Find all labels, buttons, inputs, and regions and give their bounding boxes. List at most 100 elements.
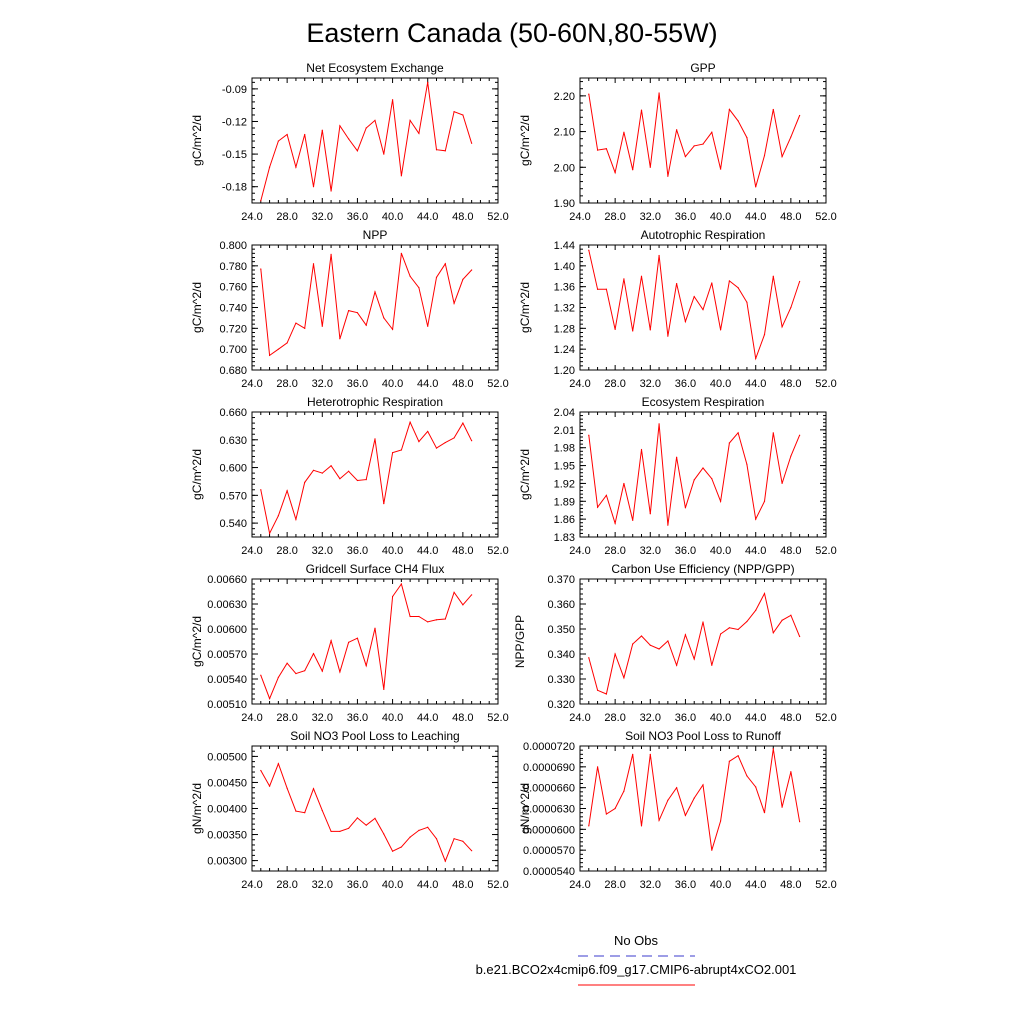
chart-panel-2: NPP 24.0 28.0 32.0 36.0 40.0 44.0 48.0 52.0 0.680… [190, 228, 509, 390]
y-tick-label: 0.00660 [207, 574, 247, 586]
data-point [719, 168, 722, 170]
x-tick-label: 24.0 [241, 879, 262, 891]
data-point [588, 657, 590, 659]
data-point [471, 269, 473, 271]
data-point [763, 333, 766, 336]
data-point [409, 836, 411, 838]
x-tick-label: 48.0 [780, 879, 801, 891]
data-point [640, 109, 643, 111]
y-tick-label: 1.92 [554, 478, 575, 490]
data-point [374, 627, 376, 629]
y-tick-label: 0.800 [219, 240, 247, 252]
data-point [374, 291, 376, 293]
x-tick-label: 36.0 [675, 545, 696, 557]
data-point [286, 662, 288, 664]
y-tick-label: 1.89 [554, 496, 575, 508]
data-point [684, 507, 687, 509]
y-tick-label: 1.40 [554, 261, 575, 273]
series-line [588, 748, 801, 851]
data-point [693, 295, 695, 298]
y-tick-label: 0.780 [219, 261, 247, 273]
data-point [728, 442, 730, 444]
data-point [462, 604, 464, 606]
data-point [588, 825, 590, 827]
data-point [374, 817, 376, 819]
data-point [711, 282, 713, 284]
data-point [676, 456, 678, 458]
data-point [427, 430, 429, 433]
data-point [418, 287, 420, 289]
data-point [339, 478, 341, 480]
data-point [391, 99, 394, 101]
data-point [400, 449, 402, 451]
data-point [711, 478, 713, 480]
data-point [605, 148, 607, 150]
data-point [277, 515, 279, 517]
y-tick-label: 1.98 [554, 443, 575, 455]
data-point [348, 827, 350, 829]
data-point [772, 432, 774, 434]
data-point [640, 275, 643, 277]
x-tick-label: 48.0 [452, 879, 473, 891]
plot-frame [251, 411, 499, 538]
data-point [799, 114, 801, 117]
data-point [632, 169, 634, 171]
x-tick-label: 44.0 [745, 211, 766, 223]
data-point [391, 328, 394, 330]
data-point [693, 479, 695, 481]
data-point [409, 275, 411, 277]
x-tick-label: 44.0 [417, 545, 438, 557]
data-point [667, 799, 669, 801]
x-tick-label: 32.0 [312, 545, 333, 557]
data-point [763, 592, 766, 595]
data-point [383, 153, 385, 155]
y-tick-label: 0.680 [219, 365, 247, 377]
data-point [391, 850, 394, 852]
data-point [790, 455, 792, 457]
data-point [312, 263, 315, 265]
data-point [356, 312, 359, 314]
x-tick-label: 52.0 [815, 378, 836, 390]
data-point [676, 787, 678, 789]
y-tick-label: 0.570 [219, 490, 247, 502]
data-point [667, 640, 669, 642]
x-tick-label: 40.0 [382, 378, 403, 390]
data-point [684, 634, 687, 636]
y-tick-label: -0.15 [222, 149, 247, 161]
data-point [799, 635, 801, 638]
plot-frame [251, 244, 499, 371]
data-point [640, 635, 643, 637]
data-point [658, 254, 660, 257]
data-point [772, 108, 774, 111]
data-point [348, 641, 350, 643]
y-tick-label: 1.86 [554, 514, 575, 526]
data-point [702, 784, 704, 786]
data-point [719, 329, 722, 331]
y-tick-label: 1.20 [554, 365, 575, 377]
x-tick-label: 36.0 [347, 378, 368, 390]
data-point [383, 833, 385, 835]
y-tick-label: 2.04 [554, 407, 575, 419]
y-tick-label: 0.760 [219, 282, 247, 294]
x-tick-label: 40.0 [382, 211, 403, 223]
data-point [737, 755, 739, 757]
x-tick-label: 32.0 [312, 712, 333, 724]
data-point [427, 621, 429, 623]
y-tick-label: 0.660 [219, 407, 247, 419]
data-point [799, 280, 801, 283]
series-line [260, 82, 473, 201]
x-tick-label: 52.0 [487, 545, 508, 557]
data-point [268, 785, 271, 787]
x-tick-label: 40.0 [710, 879, 731, 891]
data-point [418, 829, 420, 831]
data-point [684, 814, 687, 817]
data-point [444, 441, 446, 444]
x-tick-label: 40.0 [382, 879, 403, 891]
data-point [702, 467, 704, 469]
data-point [693, 145, 695, 147]
data-point [667, 175, 669, 177]
data-point [409, 421, 411, 423]
series-line [260, 762, 472, 863]
data-point [649, 753, 651, 755]
y-tick-label: 0.00450 [207, 777, 247, 789]
